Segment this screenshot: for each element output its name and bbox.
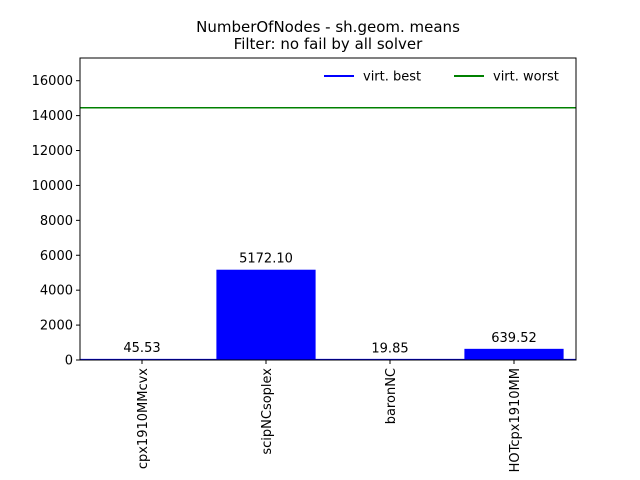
x-tick-labels: cpx1910MMcvx scipNCsoplex baronNC HOTcpx191… — [136, 368, 523, 473]
chart-title: NumberOfNodes - sh.geom. means — [196, 18, 460, 36]
x-tick-label: cpx1910MMcvx — [136, 368, 151, 469]
axes-frame — [79, 57, 577, 361]
bar-value-label: 19.85 — [371, 342, 408, 357]
y-tick-label: 4000 — [40, 284, 73, 299]
y-tick-label: 6000 — [40, 249, 73, 264]
bar-value-label: 639.52 — [491, 331, 537, 346]
y-tick-label: 12000 — [32, 144, 73, 159]
legend-label: virt. best — [363, 70, 421, 85]
y-tick-label: 10000 — [32, 179, 73, 194]
chart-subtitle: Filter: no fail by all solver — [234, 35, 423, 53]
x-tick-label: baronNC — [384, 368, 399, 424]
y-tick-label: 16000 — [32, 74, 73, 89]
bar — [464, 348, 564, 360]
legend: virt. best virt. worst — [324, 70, 559, 85]
bar-value-label: 5172.10 — [239, 252, 293, 267]
y-tick-label: 14000 — [32, 109, 73, 124]
bar-value-label: 45.53 — [123, 341, 160, 356]
legend-label: virt. worst — [493, 70, 559, 85]
y-tick-label: 0 — [65, 354, 73, 369]
plot-area: 45.53 5172.10 19.85 639.52 0 2000 4000 6000 8000… — [32, 57, 577, 473]
y-tick-label: 8000 — [40, 214, 73, 229]
y-tick-label: 2000 — [40, 319, 73, 334]
x-tick-label: HOTcpx1910MM — [508, 368, 523, 472]
bar — [216, 269, 316, 360]
x-tick-label: scipNCsoplex — [260, 368, 275, 455]
